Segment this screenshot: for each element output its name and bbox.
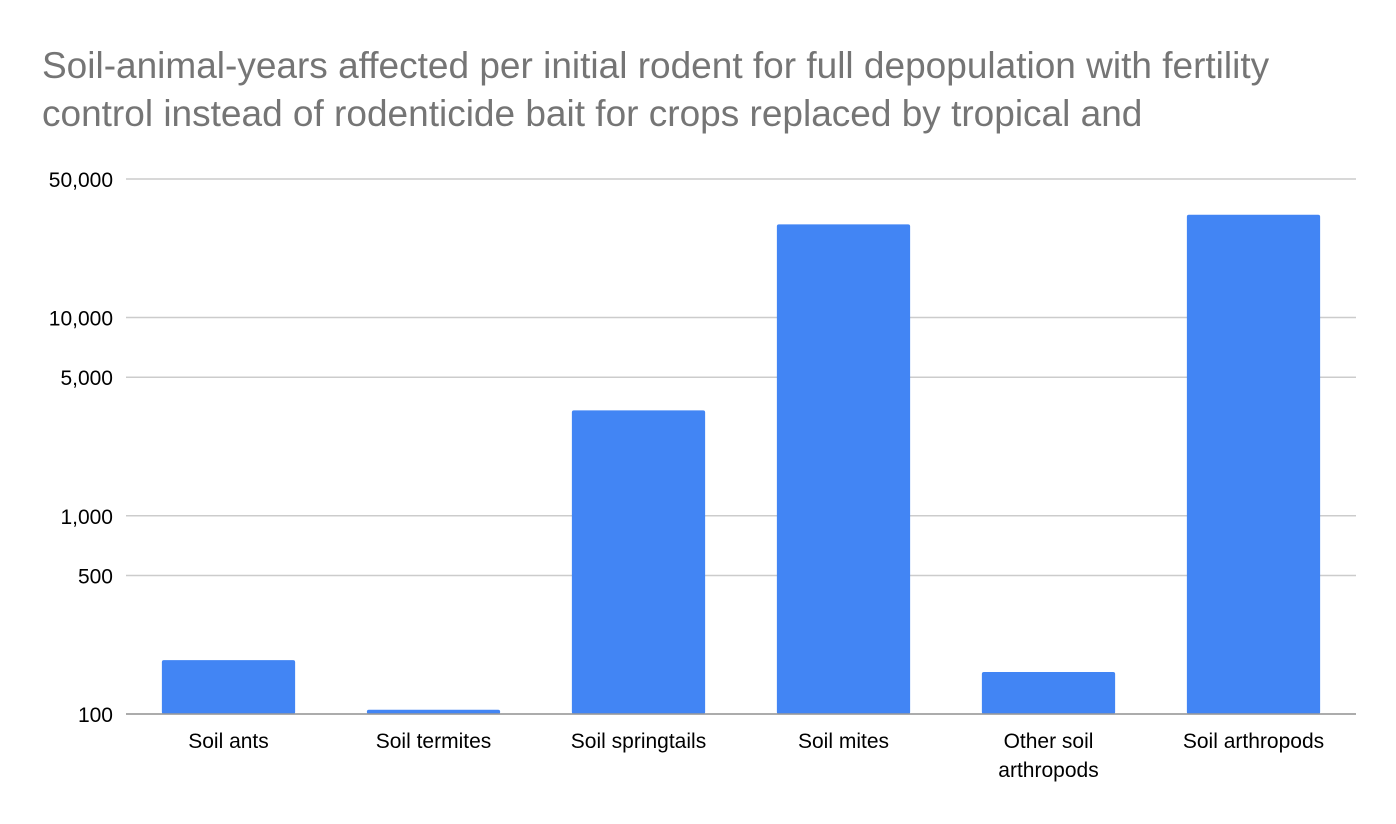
bar [366,709,501,714]
gridlines [126,178,1356,715]
bar [1186,214,1321,714]
y-tick-label: 100 [78,704,113,727]
x-axis-labels: Soil ants Soil termites Soil springtails So… [188,730,1324,782]
y-tick-label: 5,000 [60,367,113,390]
x-category-label: Soil mites [798,730,889,753]
x-category-label: Soil termites [376,730,492,753]
y-tick-label: 500 [78,565,113,588]
bar [776,224,911,714]
x-category-label: Soil ants [188,730,269,753]
x-category-label: Other soil [1004,730,1094,753]
y-tick-label: 50,000 [49,169,113,192]
chart-title: Soil-animal-years affected per initial r… [42,45,1270,134]
y-tick-label: 10,000 [49,308,113,331]
bar [571,410,706,714]
bar [161,660,296,714]
bars [161,214,1321,714]
y-tick-label: 1,000 [60,506,113,529]
y-axis-ticks: 100 500 1,000 5,000 10,000 50,000 [49,169,113,727]
x-category-label: Soil springtails [571,730,706,753]
bar [981,671,1116,714]
x-category-label: arthropods [998,759,1098,782]
x-category-label: Soil arthropods [1183,730,1324,753]
